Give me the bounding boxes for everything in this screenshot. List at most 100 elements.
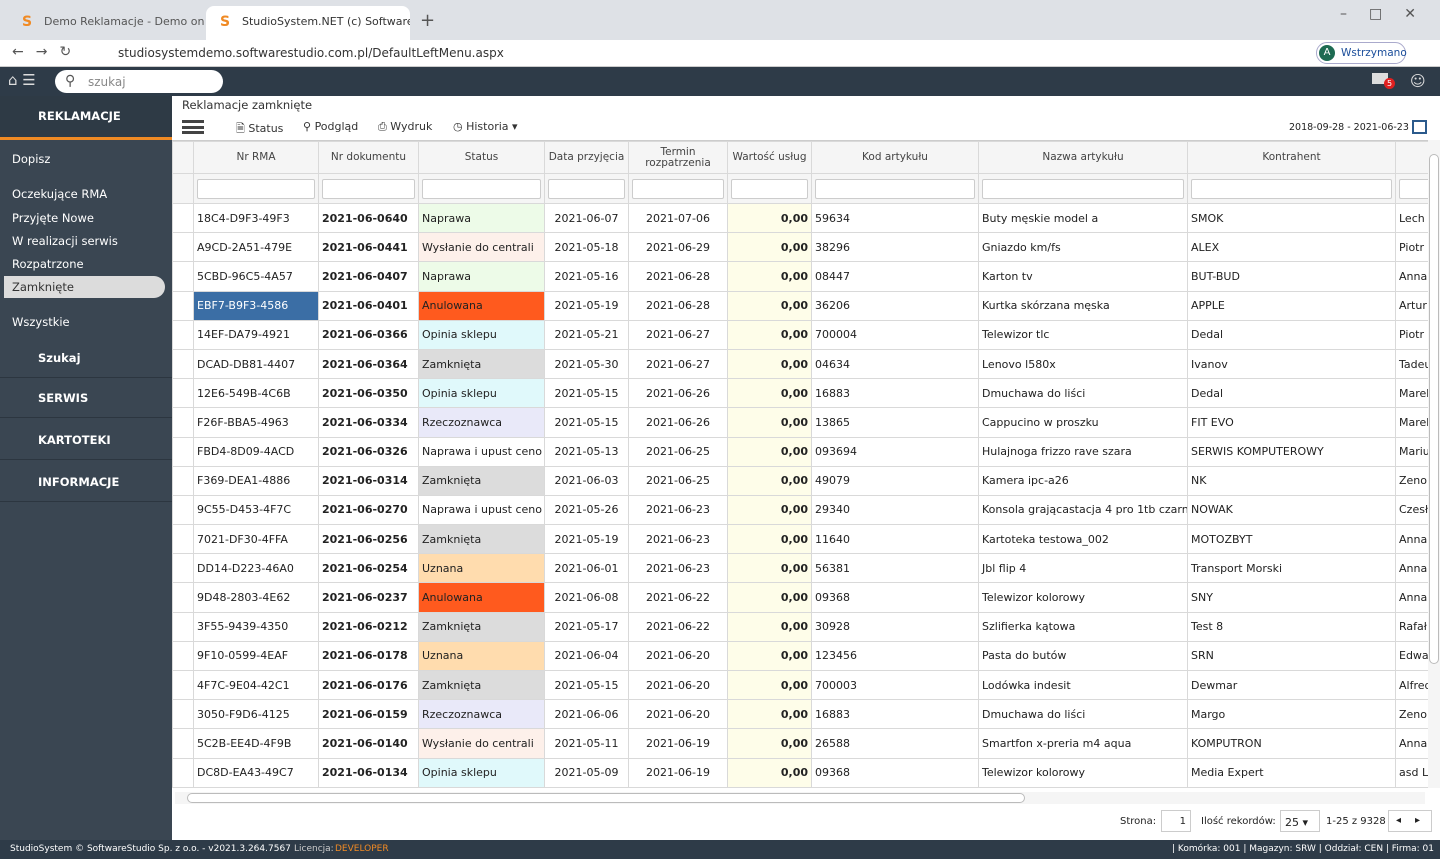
data-row[interactable]: DD14-D223-46A0 2021-06-0254 Uznana 2021-06-… (172, 553, 1428, 584)
header-cell[interactable]: Kontrahent (1187, 141, 1396, 174)
data-row[interactable]: 12E6-549B-4C6B 2021-06-0350 Opinia sklepu 2… (172, 378, 1428, 409)
data-row[interactable]: F26F-BBA5-4963 2021-06-0334 Rzeczoznawca 20… (172, 407, 1428, 438)
filter-input[interactable] (548, 178, 625, 199)
data-row[interactable]: 3050-F9D6-4125 2021-06-0159 Rzeczoznawca 20… (172, 699, 1428, 730)
cell: Marek (1395, 407, 1428, 438)
filter-input[interactable] (632, 178, 724, 199)
records-select[interactable]: 25 ▾ (1280, 810, 1320, 832)
filter-input[interactable] (422, 178, 541, 199)
cell: 2021-05-15 (544, 669, 629, 701)
header-cell[interactable]: Nr dokumentu (318, 141, 419, 174)
data-row[interactable]: FBD4-8D09-4ACD 2021-06-0326 Naprawa i upus… (172, 436, 1428, 467)
calendar-icon[interactable] (1412, 120, 1427, 134)
toolbar-button[interactable]: ◷ Historia ▾ (453, 120, 518, 133)
filter-input[interactable] (1191, 178, 1392, 199)
header-cell[interactable]: Data przyjęcia (544, 141, 629, 174)
sidebar-item[interactable]: Oczekujące RMA (12, 187, 108, 201)
cell: 11640 (811, 524, 979, 555)
cell: Rzeczoznawca (418, 407, 545, 438)
cell: Pasta do butów (978, 640, 1188, 672)
window-controls[interactable]: –□✕ (1340, 6, 1438, 22)
cell: 2021-06-0364 (318, 348, 419, 380)
menu-icon[interactable] (182, 120, 204, 134)
filter-input[interactable] (197, 178, 315, 199)
cell: Lech (1395, 202, 1428, 234)
data-row[interactable]: 9C55-D453-4F7C 2021-06-0270 Naprawa i upus… (172, 494, 1428, 526)
data-row[interactable]: DC8D-EA43-49C7 2021-06-0134 Opinia sklepu 2… (172, 757, 1428, 788)
profile-button[interactable]: A Wstrzymano (1316, 42, 1407, 64)
tab[interactable]: S StudioSystem.NET (c) SoftwareSt (206, 6, 410, 40)
cell: 0,00 (727, 699, 812, 730)
data-row[interactable]: A9CD-2A51-479E 2021-06-0441 Wysłanie do ce… (172, 232, 1428, 263)
h-scrollbar[interactable] (175, 792, 1425, 804)
cell: Anulowana (418, 290, 545, 321)
new-tab[interactable]: + (420, 10, 436, 31)
filter-input[interactable] (322, 178, 415, 199)
data-row[interactable]: DCAD-DB81-4407 2021-06-0364 Zamknięta 2021-… (172, 348, 1428, 380)
toolbar-button[interactable]: ⎙ Wydruk (378, 120, 433, 133)
header-cell[interactable]: Nr RMA (193, 141, 319, 174)
cell: 0,00 (727, 378, 812, 409)
cell: 0,00 (727, 232, 812, 263)
data-row[interactable]: 4F7C-9E04-42C1 2021-06-0176 Zamknięta 2021-… (172, 669, 1428, 701)
sidebar-search[interactable]: Szukaj (0, 338, 172, 378)
filter-input[interactable] (982, 178, 1184, 199)
data-row[interactable]: 5CBD-96C5-4A57 2021-06-0407 Naprawa 2021-05… (172, 261, 1428, 292)
sidebar-section[interactable]: REKLAMACJE (0, 96, 172, 140)
sidebar-item[interactable]: Zamknięte (4, 276, 165, 298)
license: DEVELOPER (335, 844, 389, 854)
cell: Kartoteka testowa_002 (978, 524, 1188, 555)
filter-input[interactable] (815, 178, 975, 199)
toolbar-button[interactable]: ⚲ Podgląd (303, 120, 359, 133)
data-row[interactable]: EBF7-B9F3-4586 2021-06-0401 Anulowana 2021-… (172, 290, 1428, 321)
nav-buttons[interactable]: ←→↻ (12, 44, 84, 60)
data-row[interactable]: 7021-DF30-4FFA 2021-06-0256 Zamknięta 2021-… (172, 524, 1428, 555)
filter-input[interactable] (731, 178, 808, 199)
url[interactable]: studiosystemdemo.softwarestudio.com.pl/D… (118, 46, 504, 60)
sidebar-item[interactable]: Przyjęte Nowe (12, 211, 94, 225)
toolbar-button[interactable]: 🗎 Status (236, 122, 284, 135)
user-icon[interactable]: ☺ (1410, 72, 1426, 90)
cell: Margo (1187, 699, 1396, 730)
sidebar-item[interactable]: W realizacji serwis (12, 234, 118, 248)
tab[interactable]: S Demo Reklamacje - Demo on lin (8, 6, 204, 40)
cell: 2021-05-30 (544, 348, 629, 380)
filter-cell (193, 173, 319, 204)
date-range[interactable]: 2018-09-28 - 2021-06-23 (1289, 122, 1409, 133)
mail-icon[interactable] (1372, 73, 1388, 84)
row-cell (172, 582, 194, 613)
data-row[interactable]: 9F10-0599-4EAF 2021-06-0178 Uznana 2021-06-… (172, 640, 1428, 672)
header-cell[interactable] (1395, 141, 1428, 174)
content: Reklamacje zamknięte 🗎 Status ⚲ Podgląd … (172, 96, 1440, 840)
sidebar-item[interactable]: Rozpatrzone (12, 257, 84, 271)
filter-cell (418, 173, 545, 204)
pager-nav[interactable]: ◂▸ (1388, 810, 1432, 832)
sidebar-item[interactable]: Dopisz (12, 152, 51, 166)
sidebar-section[interactable]: INFORMACJE (0, 462, 172, 502)
home-icon[interactable]: ⌂ ☰ (8, 71, 36, 89)
sidebar-item[interactable]: Wszystkie (12, 315, 70, 329)
filter-input[interactable] (1399, 178, 1428, 199)
data-row[interactable]: 14EF-DA79-4921 2021-06-0366 Opinia sklepu 2… (172, 319, 1428, 350)
header-cell[interactable]: Status (418, 141, 545, 174)
cell: A9CD-2A51-479E (193, 232, 319, 263)
header-cell[interactable]: Termin rozpatrzenia (628, 141, 728, 174)
header-cell[interactable]: Wartość usług (727, 141, 812, 174)
data-row[interactable]: 9D48-2803-4E62 2021-06-0237 Anulowana 2021-… (172, 582, 1428, 613)
data-row[interactable]: 5C2B-EE4D-4F9B 2021-06-0140 Wysłanie do ce… (172, 728, 1428, 759)
row-cell (172, 290, 194, 321)
sidebar-section[interactable]: SERWIS (0, 378, 172, 418)
v-scrollbar[interactable] (1428, 140, 1440, 788)
filter-cell (172, 173, 194, 204)
search-box[interactable]: ⚲ szukaj (55, 70, 223, 93)
sidebar-section[interactable]: KARTOTEKI (0, 420, 172, 460)
cell: Opinia sklepu (418, 757, 545, 788)
data-row[interactable]: F369-DEA1-4886 2021-06-0314 Zamknięta 2021-… (172, 465, 1428, 496)
page-input[interactable]: 1 (1161, 810, 1191, 832)
header-cell[interactable]: Nazwa artykułu (978, 141, 1188, 174)
cell: 3050-F9D6-4125 (193, 699, 319, 730)
header-cell[interactable]: Kod artykułu (811, 141, 979, 174)
data-row[interactable]: 18C4-D9F3-49F3 2021-06-0640 Naprawa 2021-06… (172, 202, 1428, 234)
data-row[interactable]: 3F55-9439-4350 2021-06-0212 Zamknięta 2021-… (172, 611, 1428, 642)
